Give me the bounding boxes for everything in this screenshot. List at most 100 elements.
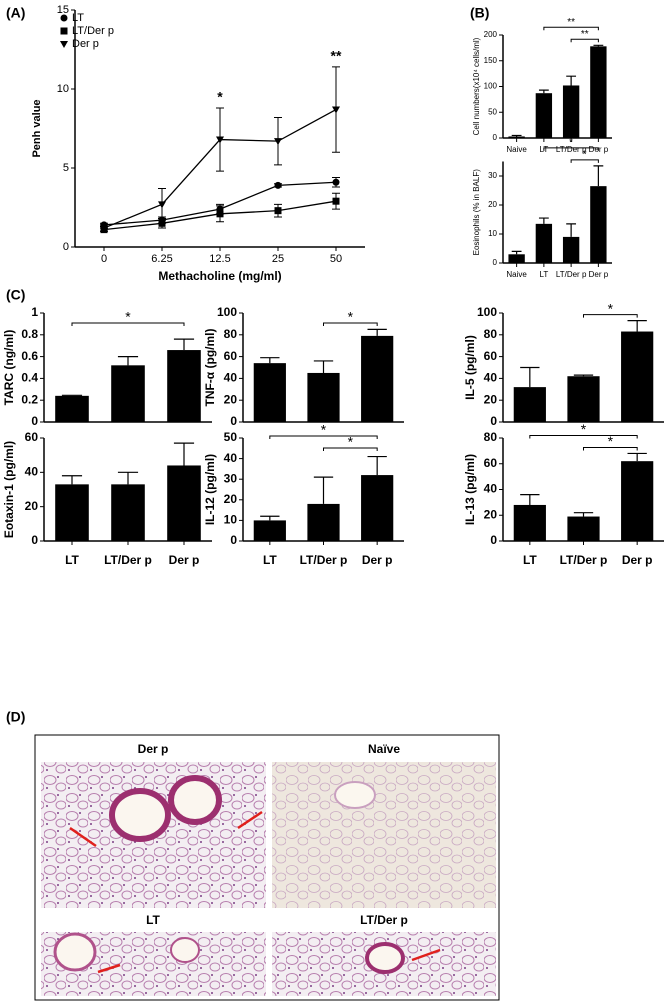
bar	[621, 331, 654, 422]
y-tick-label: 0	[230, 533, 237, 547]
significance-bracket	[71, 322, 185, 326]
x-tick-label: 12.5	[209, 253, 230, 265]
y-tick-label: 0	[490, 533, 497, 547]
legend-marker	[60, 27, 68, 35]
image-title: Naïve	[368, 742, 400, 756]
image-title: LT/Der p	[360, 913, 408, 927]
y-tick-label: 20	[25, 499, 39, 513]
y-tick-label: 0	[31, 533, 38, 547]
bar	[111, 484, 145, 541]
error-bar	[511, 250, 522, 255]
bar	[535, 223, 553, 263]
x-tick-label: Der p	[362, 553, 393, 567]
legend-label: LT/Der p	[72, 25, 114, 37]
error-bar	[173, 338, 195, 351]
bar	[253, 520, 286, 541]
significance-bracket	[570, 159, 599, 163]
y-tick-label: 10	[224, 513, 238, 527]
y-axis-label: TARC (ng/ml)	[2, 330, 16, 406]
significance-label: *	[348, 309, 354, 325]
error-bar	[367, 328, 387, 336]
error-bar	[367, 455, 387, 476]
error-bar	[511, 134, 522, 137]
bar	[590, 46, 607, 138]
significance-label: *	[583, 149, 587, 160]
significance-label: *	[581, 421, 587, 437]
error-bar	[573, 512, 594, 517]
bar	[590, 186, 607, 263]
significance-label: *	[125, 309, 131, 325]
significance-label: *	[348, 434, 354, 450]
error-bar	[566, 75, 577, 86]
y-tick-label: 60	[25, 430, 39, 444]
error-bar	[520, 494, 540, 505]
error-bar	[313, 360, 334, 373]
y-tick-label: 0	[230, 414, 237, 428]
bar	[508, 136, 525, 138]
y-tick-label: 40	[224, 451, 238, 465]
y-tick-label: 30	[488, 171, 497, 180]
significance-bracket	[529, 434, 638, 439]
y-tick-label: 60	[484, 456, 498, 470]
point	[332, 106, 340, 114]
bar	[513, 387, 546, 422]
error-bar	[260, 515, 280, 521]
panel-label: (C)	[6, 287, 25, 303]
significance-bracket	[583, 314, 638, 318]
significance-label: *	[608, 433, 614, 449]
bar	[567, 376, 600, 422]
x-tick-label: 6.25	[151, 253, 172, 265]
x-tick-label: LT/Der p	[560, 553, 608, 567]
x-tick-label: LT	[263, 553, 277, 567]
bar	[167, 465, 201, 541]
error-bar	[61, 475, 83, 485]
x-tick-label: Der p	[589, 270, 609, 279]
y-tick-label: 20	[484, 507, 498, 521]
y-tick-label: 80	[484, 430, 498, 444]
significance-label: *	[569, 137, 573, 148]
bar	[307, 372, 340, 422]
bar	[167, 350, 201, 422]
x-tick-label: LT	[523, 553, 537, 567]
y-tick-label: 50	[224, 430, 238, 444]
error-bar	[117, 471, 139, 485]
y-tick-label: 20	[224, 392, 238, 406]
x-tick-label: Der p	[622, 553, 653, 567]
y-tick-label: 80	[224, 327, 238, 341]
significance-bracket	[570, 38, 599, 43]
annotation: *	[217, 89, 223, 105]
y-tick-label: 50	[488, 107, 497, 116]
point	[100, 225, 108, 233]
y-tick-label: 40	[25, 465, 39, 479]
error-bar	[566, 223, 577, 237]
x-tick-label: 25	[272, 253, 284, 265]
x-tick-label: LT/Der p	[104, 553, 152, 567]
x-tick-label: 0	[101, 253, 107, 265]
y-axis-label: IL-12 (pg/ml)	[203, 454, 217, 525]
panel-label: (B)	[470, 5, 489, 21]
y-tick-label: 0.6	[21, 349, 38, 363]
point	[158, 201, 166, 209]
legend-label: Der p	[72, 38, 99, 50]
bar	[361, 335, 394, 422]
x-tick-label: LT	[540, 270, 549, 279]
significance-label: **	[567, 17, 575, 28]
significance-bracket	[323, 447, 378, 451]
x-tick-label: LT/Der p	[556, 145, 587, 154]
point	[158, 219, 166, 227]
legend-marker	[60, 14, 68, 22]
point	[332, 178, 340, 186]
x-tick-label: Naive	[506, 270, 527, 279]
y-tick-label: 0	[63, 241, 69, 253]
significance-bracket	[543, 147, 599, 151]
y-tick-label: 0	[493, 258, 498, 267]
point	[332, 197, 340, 205]
y-axis-label: Eosinophils (% in BALF)	[472, 169, 481, 256]
bar	[253, 363, 286, 422]
panel-frame	[34, 734, 500, 1001]
y-tick-label: 0	[493, 133, 498, 142]
error-bar	[260, 357, 280, 364]
significance-bracket	[323, 322, 378, 326]
y-tick-label: 30	[224, 471, 238, 485]
bar	[55, 484, 89, 541]
